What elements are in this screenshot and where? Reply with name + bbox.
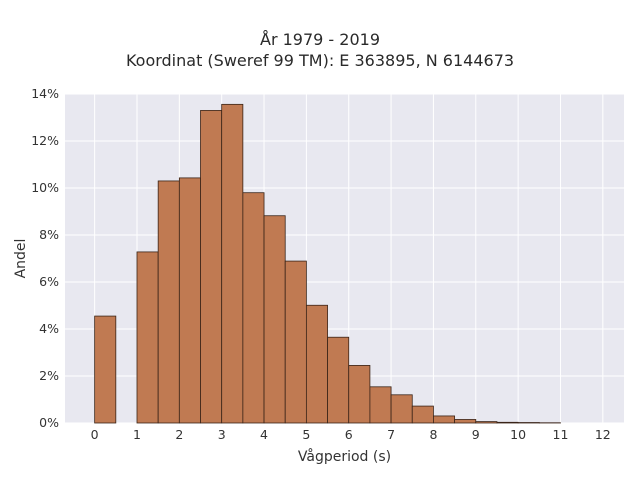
x-tick-label: 11: [553, 427, 569, 442]
x-tick-label: 5: [302, 427, 310, 442]
x-tick-label: 4: [260, 427, 268, 442]
histogram-bar: [454, 419, 477, 424]
histogram-bar: [136, 251, 159, 424]
x-tick-label: 0: [91, 427, 99, 442]
chart-title: År 1979 - 2019: [260, 30, 380, 49]
y-tick-label: 8%: [39, 227, 59, 242]
y-tick-label: 0%: [39, 415, 59, 430]
histogram-bar: [200, 110, 223, 424]
histogram-bar: [496, 421, 519, 424]
histogram-bar: [221, 103, 244, 424]
y-tick-label: 2%: [39, 368, 59, 383]
y-tick-label: 10%: [31, 180, 59, 195]
histogram-bar: [284, 260, 307, 424]
x-tick-label: 10: [510, 427, 526, 442]
histogram-bar: [178, 177, 201, 424]
histogram-bar: [157, 180, 180, 424]
histogram-bar: [433, 415, 456, 424]
x-tick-label: 1: [133, 427, 141, 442]
histogram-bar: [94, 315, 117, 424]
chart-subtitle: Koordinat (Sweref 99 TM): E 363895, N 61…: [125, 51, 515, 70]
histogram-bar: [411, 405, 434, 424]
y-tick-label: 12%: [31, 133, 59, 148]
y-tick-label: 4%: [39, 321, 59, 336]
x-axis-label: Vågperiod (s): [298, 448, 391, 465]
x-tick-label: 8: [429, 427, 437, 442]
x-tick-label: 3: [218, 427, 226, 442]
histogram-bar: [348, 365, 371, 424]
histogram-bar: [305, 304, 328, 424]
y-tick-label: 6%: [39, 274, 59, 289]
histogram-bar: [390, 394, 413, 424]
x-tick-label: 7: [387, 427, 395, 442]
histogram-bar: [475, 421, 498, 424]
histogram-bar: [369, 386, 392, 424]
x-tick-label: 12: [595, 427, 611, 442]
x-tick-label: 9: [472, 427, 480, 442]
x-tick-label: 2: [175, 427, 183, 442]
y-axis-label: Andel: [13, 239, 29, 279]
histogram-bar: [242, 192, 265, 424]
histogram-bar: [327, 336, 350, 424]
histogram-bar: [263, 215, 286, 424]
x-tick-label: 6: [345, 427, 353, 442]
y-tick-label: 14%: [31, 86, 59, 101]
